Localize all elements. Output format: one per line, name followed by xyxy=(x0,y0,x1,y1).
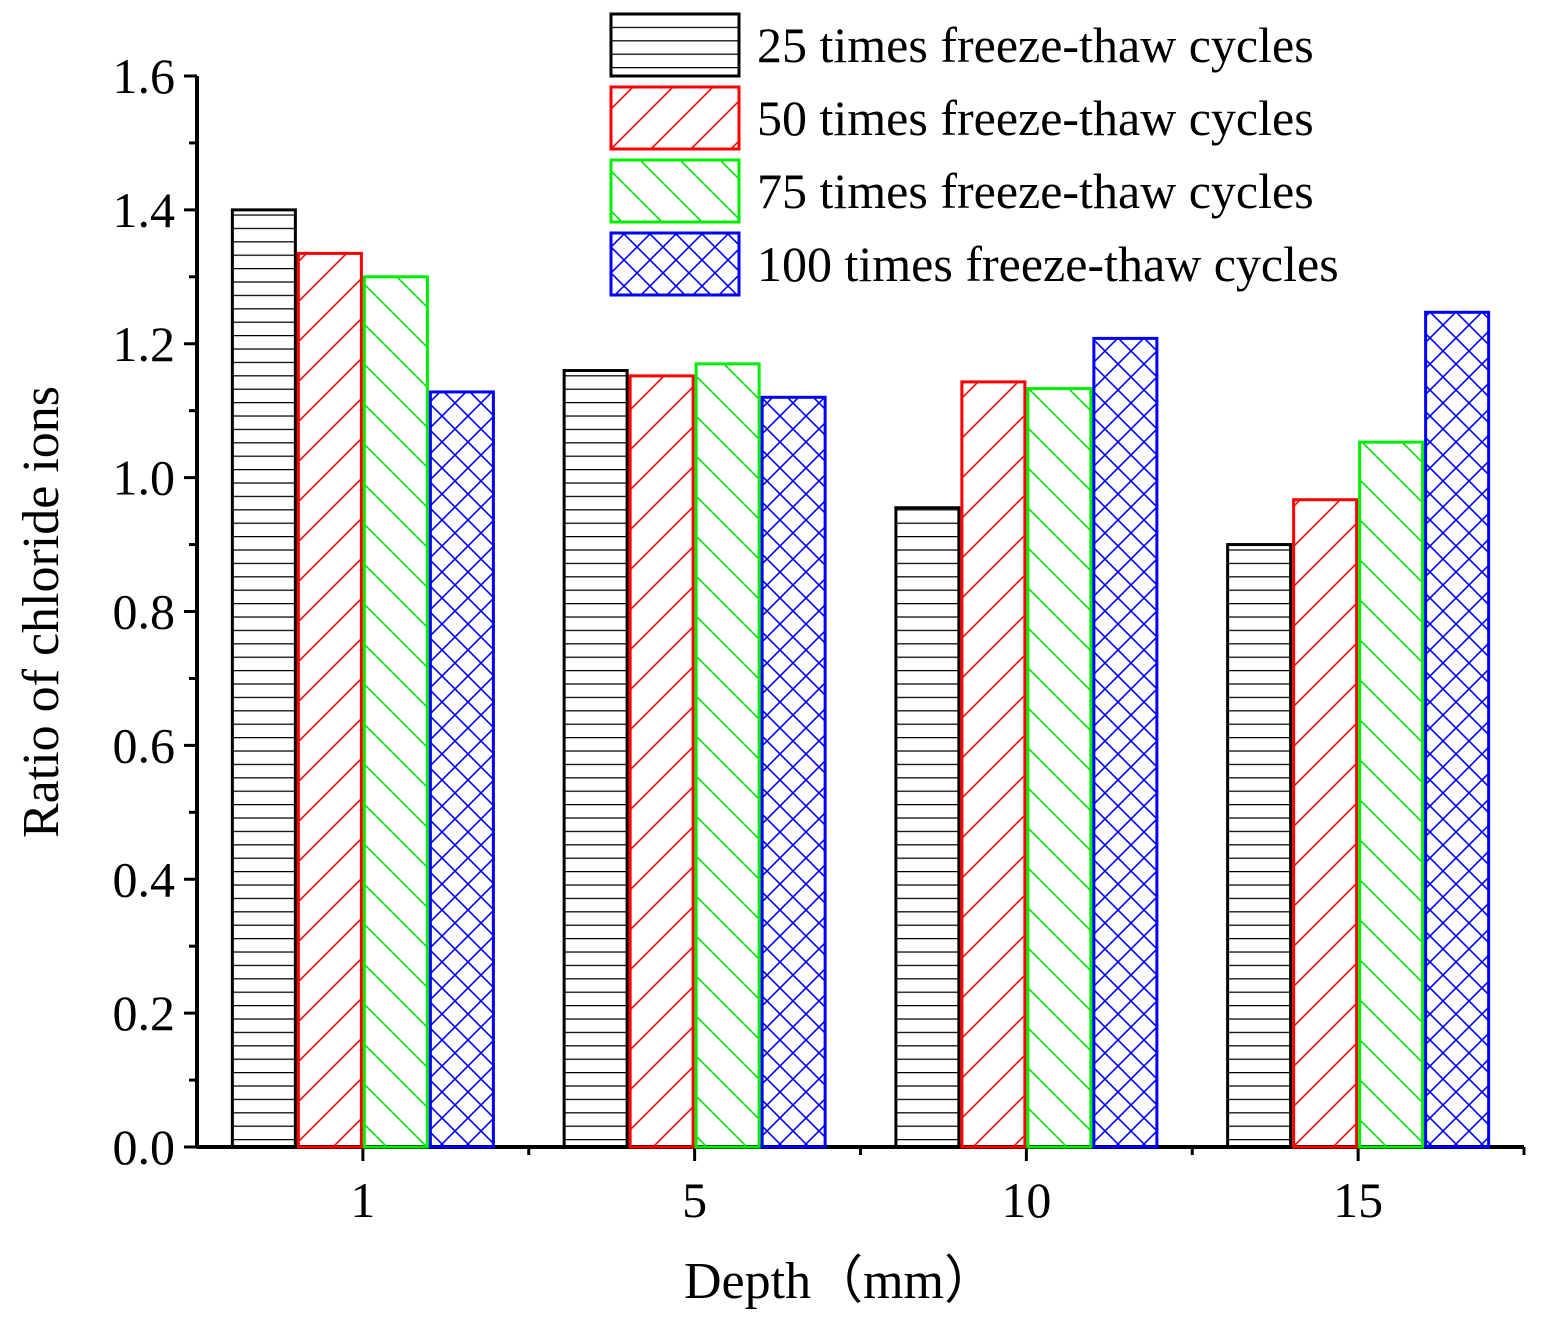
y-tick-label: 0.0 xyxy=(113,1119,176,1175)
bar xyxy=(296,251,363,1149)
legend-label: 50 times freeze-thaw cycles xyxy=(757,90,1314,146)
y-tick-label: 1.0 xyxy=(113,450,176,506)
bar xyxy=(1026,387,1093,1149)
axes: 0.00.20.40.60.81.01.21.41.61 5 10 15 xyxy=(113,48,1526,1228)
x-tick-label: 10 xyxy=(1001,1172,1051,1228)
bar xyxy=(428,390,495,1149)
bar xyxy=(1226,543,1293,1149)
x-axis-title: Depth（mm） xyxy=(684,1253,996,1310)
bar xyxy=(1292,498,1359,1149)
legend-swatch xyxy=(609,158,741,224)
bar xyxy=(694,362,761,1149)
bar xyxy=(1358,440,1425,1149)
bar xyxy=(894,506,961,1149)
bar xyxy=(230,208,297,1149)
bars xyxy=(230,208,1491,1149)
bar xyxy=(362,275,429,1149)
bar xyxy=(1092,336,1159,1149)
y-tick-label: 0.2 xyxy=(113,985,176,1041)
bar xyxy=(562,369,629,1149)
y-tick-label: 0.8 xyxy=(113,584,176,640)
y-tick-label: 0.4 xyxy=(113,851,176,907)
bar xyxy=(628,374,695,1149)
y-tick-label: 1.6 xyxy=(113,48,176,104)
x-tick-label: 1 xyxy=(350,1172,375,1228)
y-tick-label: 1.4 xyxy=(113,182,176,238)
legend-swatch xyxy=(609,231,741,297)
bar xyxy=(760,395,827,1149)
y-tick-label: 1.2 xyxy=(113,316,176,372)
bar xyxy=(1424,310,1491,1149)
legend-label: 25 times freeze-thaw cycles xyxy=(757,17,1314,73)
x-tick-label: 5 xyxy=(682,1172,707,1228)
legend-swatch xyxy=(609,85,741,151)
legend-swatch xyxy=(609,12,741,78)
legend-label: 75 times freeze-thaw cycles xyxy=(757,163,1314,219)
bar xyxy=(960,380,1027,1149)
y-tick-label: 0.6 xyxy=(113,717,176,773)
x-tick-label: 15 xyxy=(1333,1172,1383,1228)
legend: 25 times freeze-thaw cycles 50 times free… xyxy=(609,12,1339,297)
y-axis-title: Ratio of chloride ions xyxy=(13,386,70,838)
legend-label: 100 times freeze-thaw cycles xyxy=(757,236,1339,292)
